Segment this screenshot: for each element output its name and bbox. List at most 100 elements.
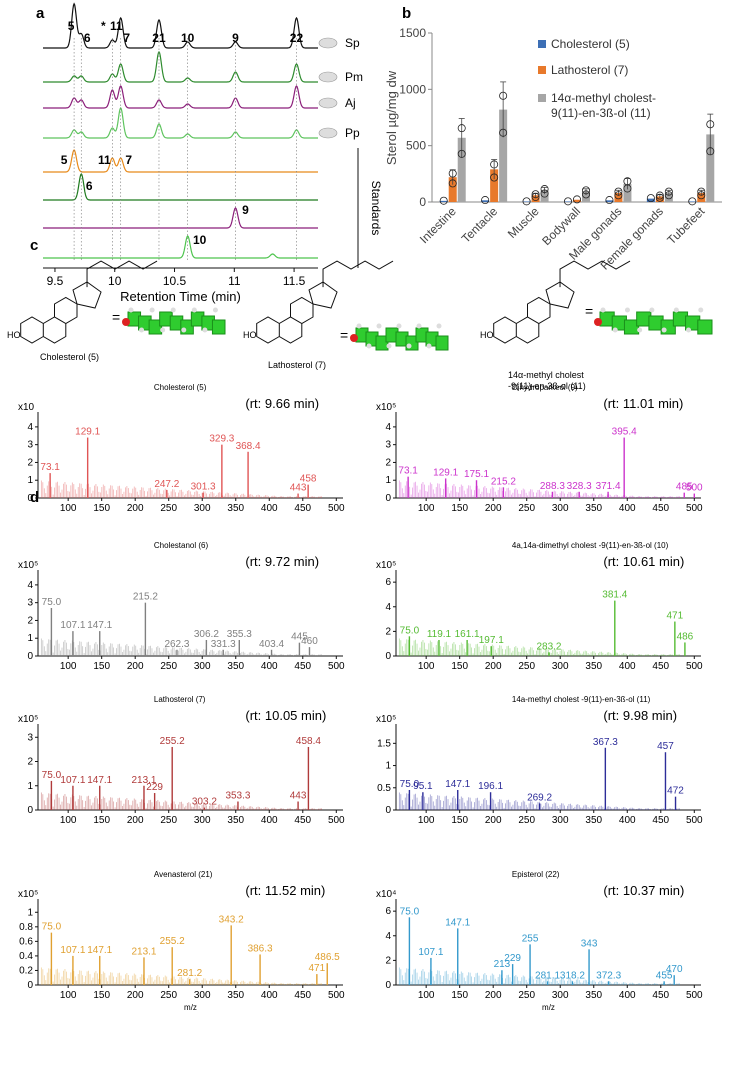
peak-label: 255 (522, 933, 539, 944)
retention-time: (rt: 11.52 min) (245, 883, 325, 898)
cholesterol-structure-rings (20, 296, 78, 344)
model-oxygen (122, 318, 130, 326)
peak-label: 215.2 (491, 476, 516, 487)
exponent-label: x10⁵ (376, 714, 396, 725)
std-label-5: 5 (61, 153, 68, 167)
x-tick-label: 200 (127, 661, 144, 672)
trace-std10 (43, 235, 318, 259)
retention-time: (rt: 10.05 min) (245, 708, 326, 723)
peak-label-10: 10 (181, 31, 195, 45)
peak-label: 500 (686, 483, 703, 494)
x-tick-label: 450 (294, 503, 311, 514)
peak-label: 269.2 (527, 792, 552, 803)
peak-label: 107.1 (418, 947, 443, 958)
peak-label: 196.1 (478, 781, 503, 792)
peak-label: 472 (667, 786, 684, 797)
peak-label-5: 5 (68, 19, 75, 33)
x-tick-label: 10 (108, 274, 122, 288)
peak-label: 471 (667, 611, 684, 622)
peak-label: 329.3 (209, 434, 234, 445)
peak-label: 75.0 (400, 779, 420, 790)
peak-label: 281.2 (177, 968, 202, 979)
x-axis-title: Retention Time (min) (120, 289, 241, 304)
peak-label: 443 (290, 483, 307, 494)
peak-label: 353.3 (225, 791, 250, 802)
replicate-point (655, 193, 664, 202)
trace-label-sp: Sp (345, 36, 360, 50)
y-tick-label: 4 (385, 931, 391, 942)
exponent-label: x10⁵ (18, 889, 38, 900)
retention-time: (rt: 9.98 min) (603, 708, 677, 723)
peak-label: 460 (301, 636, 318, 647)
model-hydrogen (191, 307, 197, 313)
x-tick-label: 400 (619, 661, 636, 672)
x-tick-label: 100 (60, 503, 77, 514)
std-label-11: 11 (98, 153, 111, 167)
replicate-point (582, 186, 591, 195)
peak-label: 255.2 (160, 936, 185, 947)
peak-label-22: 22 (290, 31, 304, 45)
x-tick-label: 10.5 (163, 274, 187, 288)
replicate-point (481, 196, 490, 205)
peak-label: 213.1 (131, 775, 156, 786)
y-tick-label: 1 (27, 475, 33, 486)
peak-label: 457 (657, 741, 674, 752)
model-hydrogen (128, 307, 134, 313)
y-tick-label: 0 (27, 805, 33, 816)
exponent-label: x10⁵ (376, 402, 396, 413)
model-segment (375, 335, 389, 351)
model-hydrogen (698, 307, 704, 313)
spectrum-2: 0 1 2 3 4 100 150 200 250 300 350 400 450 500 x10⁵ 73.1… (376, 383, 703, 514)
category-label: Tubefeet (664, 204, 708, 248)
panel-label-a: a (36, 5, 45, 22)
replicate-point (646, 194, 655, 203)
x-tick-label: 200 (485, 503, 502, 514)
model-hydrogen (661, 327, 667, 333)
x-tick-label: 300 (552, 990, 569, 1001)
trace-pp (43, 106, 318, 139)
model-hydrogen (366, 343, 372, 349)
x-tick-label: 150 (93, 815, 110, 826)
x-tick-label: 150 (451, 661, 468, 672)
peak-label: 306.2 (194, 629, 219, 640)
trace-std6 (43, 173, 318, 201)
x-tick-label: 150 (451, 503, 468, 514)
x-tick-label: 200 (485, 990, 502, 1001)
x-tick-label: 300 (194, 503, 211, 514)
peak-label: 75.0 (400, 906, 420, 917)
lathosterol-3d-model (350, 323, 449, 351)
x-tick-label: 250 (160, 990, 177, 1001)
x-tick-label: 350 (227, 990, 244, 1001)
bar-2-4 (573, 199, 581, 202)
y-tick-label: 0.4 (19, 951, 33, 962)
peak-label: 343.2 (219, 914, 244, 925)
y-tick-label: 3 (27, 732, 33, 743)
x-tick-label: 250 (518, 661, 535, 672)
bar-1-6 (646, 198, 655, 202)
y-tick-label: 0 (385, 805, 391, 816)
bar-2-5 (614, 192, 623, 202)
bar-1-5 (605, 200, 614, 202)
cholesterol-structure-sidechain (86, 260, 158, 288)
peak-label: 372.3 (596, 970, 621, 981)
peak-label: 471 (309, 963, 326, 974)
x-tick-label: 300 (552, 661, 569, 672)
replicate-point (531, 190, 540, 199)
x-tick-label: 450 (294, 661, 311, 672)
peak-label-21: 21 (152, 31, 166, 45)
methylcholestenol-3d-model (594, 307, 713, 335)
compound-name: Avenasterol (21) (154, 870, 213, 879)
spectrum-7: 0 0.2 0.4 0.6 0.8 1 100 150 200 250 300 350 400 450 50… (18, 870, 345, 1012)
peak-label: 213 (494, 959, 511, 970)
x-tick-label: 500 (328, 990, 345, 1001)
organism-icon (318, 127, 338, 139)
peak-label-9: 9 (232, 31, 239, 45)
x-tick-label: 500 (328, 661, 345, 672)
model-hydrogen (637, 327, 643, 333)
x-tick-label: 250 (518, 990, 535, 1001)
peak-label: 301.3 (191, 482, 216, 493)
replicate-point (706, 147, 715, 156)
category-label: Tentacle (459, 204, 501, 246)
peak-label: 229 (146, 782, 163, 793)
y-tick-label: 2 (27, 757, 33, 768)
